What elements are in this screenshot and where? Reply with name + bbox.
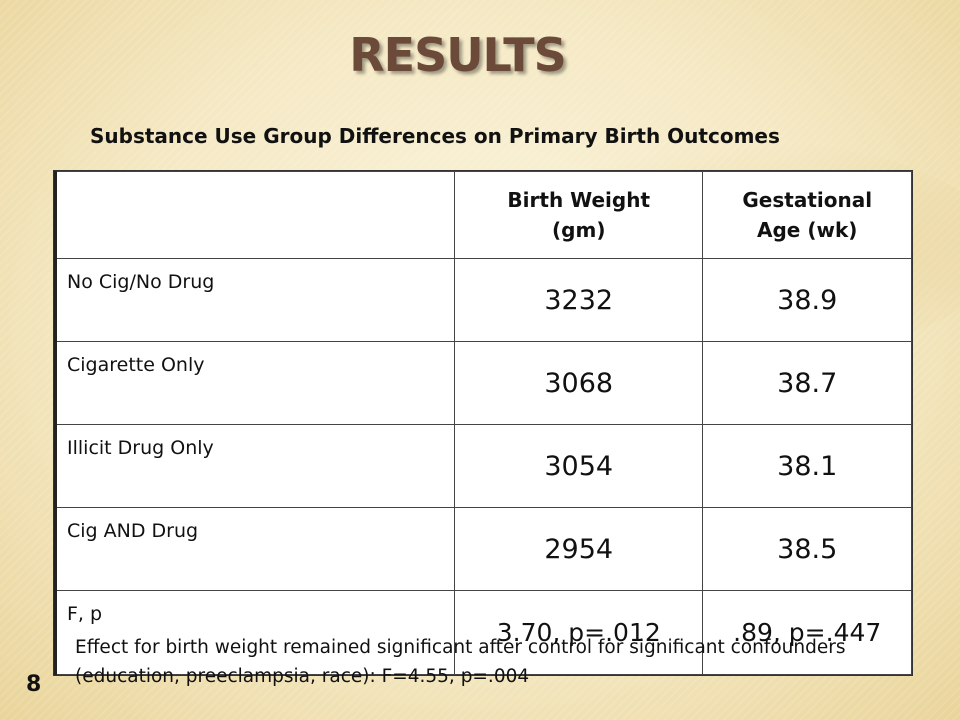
gestational-age-value: 38.9	[702, 258, 912, 342]
row-label: No Cig/No Drug	[53, 258, 456, 342]
table-row-stats: F, p 3.70, p=.012 .89, p=.447	[53, 590, 912, 675]
header-birth-weight-text: Birth Weight (gm)	[507, 188, 651, 242]
gestational-age-value: 38.1	[702, 424, 912, 508]
gestational-age-value: 38.7	[702, 341, 912, 425]
table-row: Illicit Drug Only 3054 38.1	[53, 424, 912, 508]
header-empty-cell	[53, 171, 456, 259]
birth-weight-value: 3054	[454, 424, 704, 508]
gestational-age-stat: .89, p=.447	[702, 590, 912, 675]
slide-title: RESULTS	[349, 28, 567, 82]
row-label: Cig AND Drug	[53, 507, 456, 591]
header-gestational-age-text: Gestational Age (wk)	[742, 188, 873, 242]
table-row: No Cig/No Drug 3232 38.9	[53, 258, 912, 342]
page-number: 8	[26, 672, 42, 697]
table-caption: Substance Use Group Differences on Prima…	[90, 124, 780, 148]
birth-weight-value: 3068	[454, 341, 704, 425]
header-birth-weight: Birth Weight (gm)	[454, 171, 704, 259]
table-row: Cig AND Drug 2954 38.5	[53, 507, 912, 591]
footnote-text: Effect for birth weight remained signifi…	[75, 637, 846, 687]
table-header-row: Birth Weight (gm) Gestational Age (wk)	[53, 171, 912, 259]
row-label: F, p	[53, 590, 456, 675]
birth-weight-stat: 3.70, p=.012	[454, 590, 704, 675]
row-label: Cigarette Only	[53, 341, 456, 425]
birth-weight-value: 3232	[454, 258, 704, 342]
birth-weight-value: 2954	[454, 507, 704, 591]
header-gestational-age: Gestational Age (wk)	[702, 171, 912, 259]
row-label: Illicit Drug Only	[53, 424, 456, 508]
gestational-age-value: 38.5	[702, 507, 912, 591]
table-row: Cigarette Only 3068 38.7	[53, 341, 912, 425]
results-table: Birth Weight (gm) Gestational Age (wk) N…	[53, 171, 912, 675]
